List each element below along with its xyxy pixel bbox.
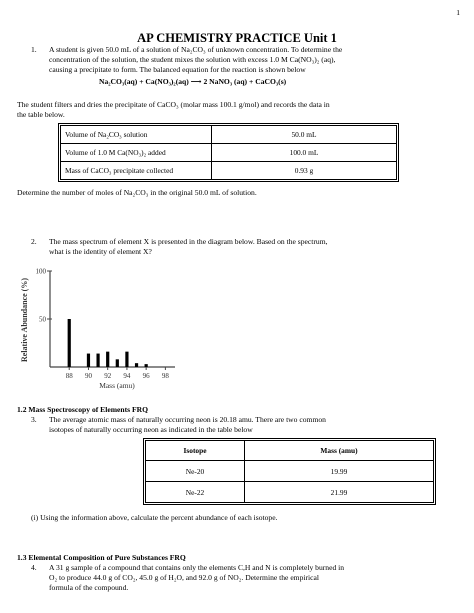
q4-text-line3: formula of the compound. <box>49 583 129 592</box>
q1-question: Determine the number of moles of Na₂CO₃ … <box>17 188 257 197</box>
q4-number: 4. <box>31 563 37 572</box>
chart-x-label: Mass (amu) <box>99 381 135 390</box>
table-row: Volume of Na₂CO₃ solution 50.0 mL <box>60 125 397 144</box>
section-heading-1-3: 1.3 Elemental Composition of Pure Substa… <box>17 553 186 562</box>
isotope-table: Isotope Mass (amu) Ne-20 19.99 Ne-22 21.… <box>143 438 436 505</box>
q1-text-line2: concentration of the solution, the stude… <box>49 55 336 64</box>
chart-x-tick-label: 98 <box>162 372 170 380</box>
q1-intro-line1: The student filters and dries the precip… <box>17 100 330 109</box>
chart-bar <box>67 319 71 367</box>
table-cell-mass: 21.99 <box>244 481 434 503</box>
chart-bar <box>144 364 148 367</box>
q3-text-line2: isotopes of naturally occurring neon as … <box>49 425 253 434</box>
chart-bar <box>96 353 100 367</box>
page-title: AP CHEMISTRY PRACTICE Unit 1 <box>137 31 337 45</box>
chart-bar <box>86 353 91 367</box>
table-cell-value: 0.93 g <box>211 161 397 180</box>
page-number: 1 <box>456 8 460 17</box>
table-cell-value: 50.0 mL <box>211 125 397 144</box>
table-cell-label: Volume of Na₂CO₃ solution <box>60 125 212 144</box>
q2-number: 2. <box>31 237 37 246</box>
q1-data-table: Volume of Na₂CO₃ solution 50.0 mL Volume… <box>58 123 399 182</box>
q2-text-line2: what is the identity of element X? <box>49 247 152 256</box>
chart-y-tick-label: 100 <box>36 268 47 276</box>
chart-x-tick-label: 90 <box>85 372 93 380</box>
mass-spectrum-chart: 100 50 88 90 92 94 96 98 Relative Abundance (%)… <box>20 268 175 390</box>
q1-intro-line2: the table below. <box>17 110 65 119</box>
chart-x-tick-label: 96 <box>143 372 151 380</box>
q1-number: 1. <box>31 45 37 54</box>
table-header-mass: Mass (amu) <box>244 440 434 461</box>
q1-equation: Na₂CO₃(aq) + Ca(NO₃)₂(aq) ⟶ 2 NaNO₃ (aq)… <box>99 77 287 86</box>
q4-text-line1: A 31 g sample of a compound that contain… <box>49 563 345 572</box>
table-cell-value: 100.0 mL <box>211 143 397 162</box>
chart-y-tick-label: 50 <box>39 316 47 324</box>
q1-text-line1: A student is given 50.0 mL of a solution… <box>49 45 343 54</box>
chart-bar <box>125 351 129 367</box>
table-row: Ne-20 19.99 <box>145 460 434 482</box>
chart-bar <box>106 351 110 367</box>
q3-number: 3. <box>31 415 37 424</box>
table-cell-isotope: Ne-20 <box>145 460 245 482</box>
q3-question: (i) Using the information above, calcula… <box>31 513 278 522</box>
chart-y-label: Relative Abundance (%) <box>20 278 29 362</box>
table-header-row: Isotope Mass (amu) <box>145 440 434 461</box>
table-cell-label: Volume of 1.0 M Ca(NO₃)₂ added <box>60 143 212 162</box>
table-cell-label: Mass of CaCO₃ precipitate collected <box>60 161 212 180</box>
chart-bar <box>115 359 119 367</box>
section-heading-1-2: 1.2 Mass Spectroscopy of Elements FRQ <box>17 405 149 414</box>
table-row: Ne-22 21.99 <box>145 481 434 503</box>
q3-text-line1: The average atomic mass of naturally occ… <box>49 415 326 424</box>
table-header-isotope: Isotope <box>145 440 245 461</box>
table-cell-mass: 19.99 <box>244 460 434 482</box>
chart-bar <box>134 363 139 367</box>
q1-text-line3: causing a precipitate to form. The balan… <box>49 65 306 74</box>
table-row: Volume of 1.0 M Ca(NO₃)₂ added 100.0 mL <box>60 143 397 162</box>
chart-x-tick-label: 94 <box>123 372 131 380</box>
chart-x-tick-label: 88 <box>66 372 74 380</box>
q2-text-line1: The mass spectrum of element X is presen… <box>49 237 328 246</box>
chart-x-tick-label: 92 <box>104 372 112 380</box>
table-cell-isotope: Ne-22 <box>145 481 245 503</box>
q4-text-line2: O₂ to produce 44.0 g of CO₂, 45.0 g of H… <box>49 573 319 582</box>
table-row: Mass of CaCO₃ precipitate collected 0.93… <box>60 161 397 180</box>
